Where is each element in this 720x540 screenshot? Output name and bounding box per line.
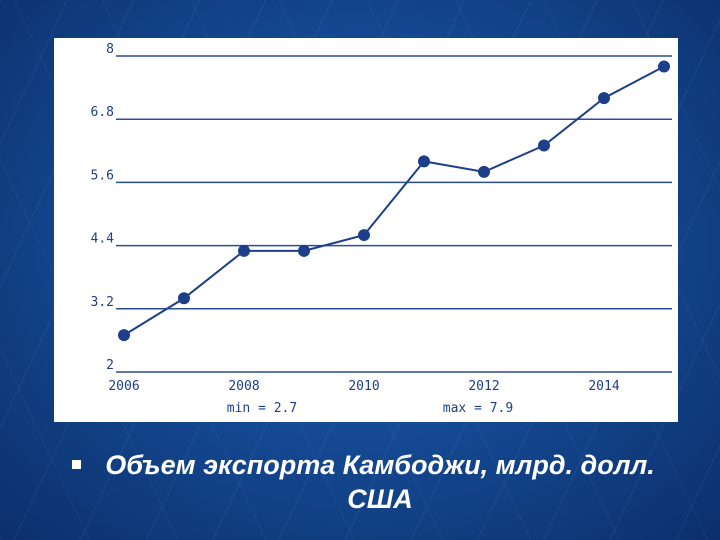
- data-point: [538, 139, 550, 152]
- data-point: [358, 229, 370, 242]
- y-tick-label: 3.2: [91, 295, 114, 310]
- y-tick-label: 8: [106, 42, 114, 57]
- x-tick-label: 2010: [348, 379, 379, 394]
- line-chart: 2 3.2 4.4 5.6 6.8 8 2006 2008 2010 2012 2014 min = …: [91, 42, 672, 416]
- y-tick-label: 6.8: [91, 105, 114, 120]
- max-annotation: max = 7.9: [443, 401, 513, 416]
- y-tick-label: 4.4: [91, 232, 115, 247]
- data-point: [118, 329, 130, 342]
- chart-caption: Объем экспорта Камбоджи, млрд. долл. США: [105, 450, 655, 514]
- data-point: [418, 155, 430, 168]
- data-point: [598, 92, 610, 105]
- data-point: [658, 60, 670, 73]
- x-tick-label: 2012: [468, 379, 499, 394]
- chart-panel: 2 3.2 4.4 5.6 6.8 8 2006 2008 2010 2012 2014 min = …: [54, 38, 678, 422]
- data-point: [298, 244, 310, 257]
- y-tick-label: 2: [106, 358, 114, 373]
- x-tick-label: 2006: [108, 379, 139, 394]
- min-annotation: min = 2.7: [227, 401, 297, 416]
- data-point: [478, 165, 490, 178]
- x-tick-label: 2014: [588, 379, 619, 394]
- y-tick-label: 5.6: [91, 168, 114, 183]
- data-point: [178, 292, 190, 305]
- data-point: [238, 244, 250, 257]
- x-tick-label: 2008: [228, 379, 259, 394]
- series-line: [123, 65, 665, 336]
- square-bullet-icon: [72, 460, 81, 469]
